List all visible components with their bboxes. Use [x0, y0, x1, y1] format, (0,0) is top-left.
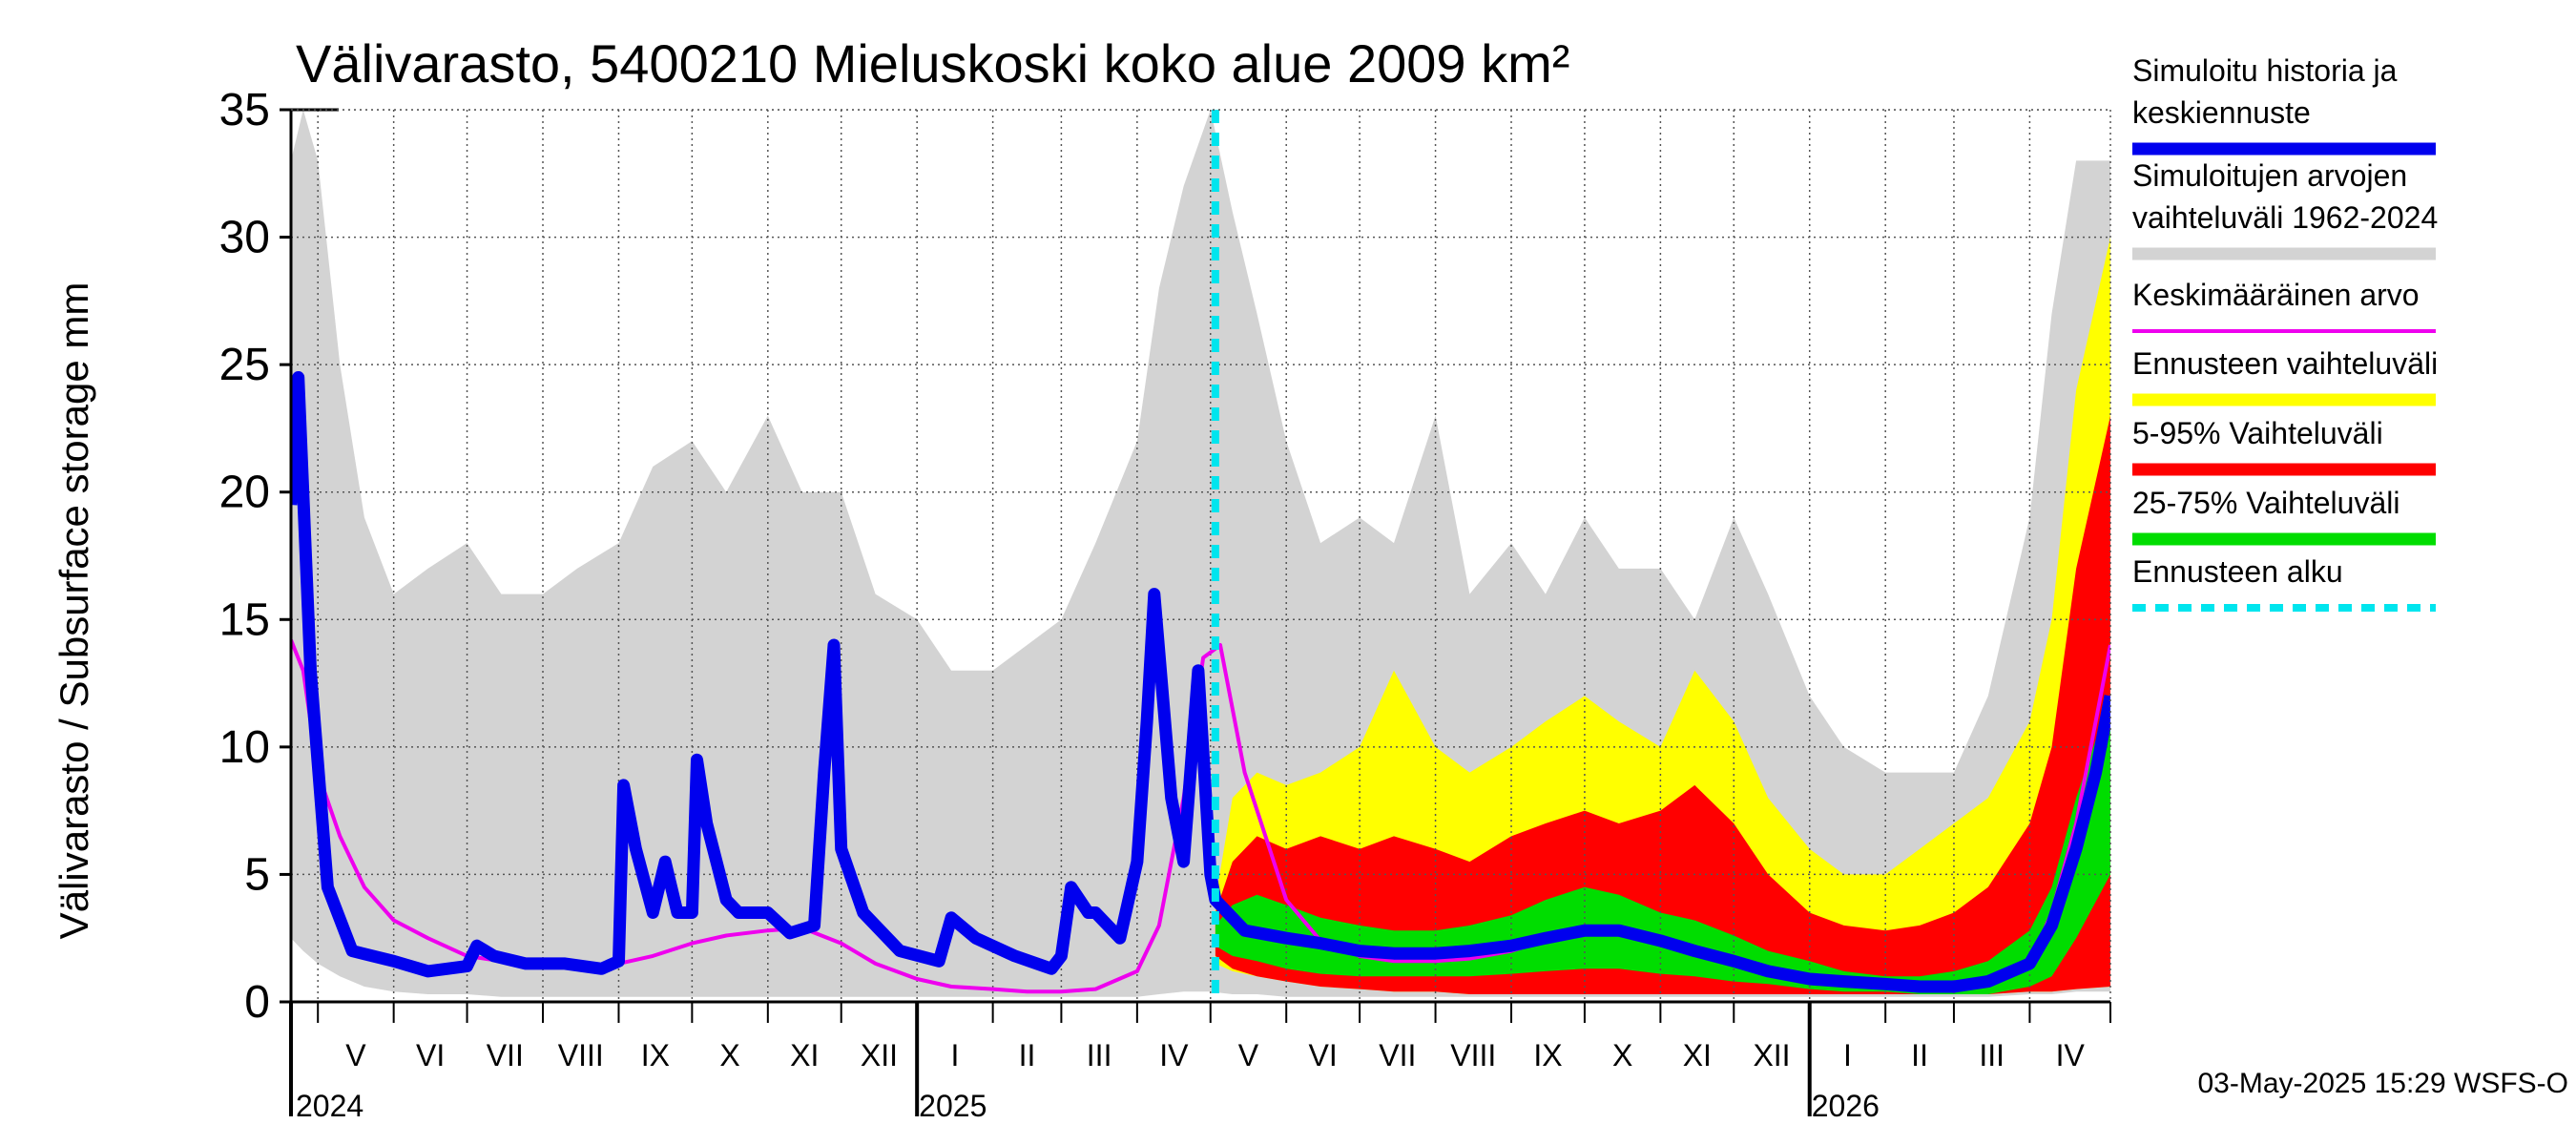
month-label: II	[1019, 1038, 1036, 1072]
month-label: V	[1238, 1038, 1259, 1072]
y-tick-label: 25	[219, 340, 270, 390]
y-tick-label: 0	[244, 977, 270, 1028]
month-label: I	[1843, 1038, 1852, 1072]
month-label: IX	[641, 1038, 670, 1072]
y-tick-label: 5	[244, 849, 270, 900]
month-label: VIII	[1450, 1038, 1496, 1072]
month-label: XI	[790, 1038, 819, 1072]
plot-series-group	[291, 110, 2110, 1002]
month-label: I	[950, 1038, 959, 1072]
month-label: X	[1612, 1038, 1632, 1072]
y-tick-label: 20	[219, 468, 270, 518]
month-label: V	[345, 1038, 366, 1072]
year-label: 2025	[919, 1089, 987, 1123]
month-label: IV	[1159, 1038, 1189, 1072]
month-label: IX	[1533, 1038, 1562, 1072]
plot-area	[291, 110, 2110, 1002]
y-tick-label: 30	[219, 213, 270, 263]
band-1	[1215, 237, 2110, 995]
chart-title: Välivarasto, 5400210 Mieluskoski koko al…	[296, 33, 1569, 94]
month-label: XII	[861, 1038, 898, 1072]
month-label: IV	[2056, 1038, 2086, 1072]
band-0	[291, 110, 2110, 997]
month-label: XI	[1683, 1038, 1712, 1072]
month-label: XII	[1753, 1038, 1790, 1072]
month-label: VII	[1379, 1038, 1416, 1072]
legend-label: 25-75% Vaihteluväli	[2132, 486, 2399, 520]
legend-label: Ennusteen vaihteluväli	[2132, 346, 2438, 381]
legend-label: keskiennuste	[2132, 95, 2311, 130]
legend-label: Ennusteen alku	[2132, 554, 2343, 589]
month-label: VIII	[558, 1038, 604, 1072]
legend: Simuloitu historia ja keskiennuste Simuloi…	[2132, 53, 2438, 612]
legend-label: Keskimääräinen arvo	[2132, 278, 2420, 312]
year-label: 2026	[1812, 1089, 1880, 1123]
month-label: VII	[487, 1038, 524, 1072]
month-label: X	[719, 1038, 739, 1072]
month-label: III	[1979, 1038, 2005, 1072]
month-label: VI	[1309, 1038, 1338, 1072]
y-tick-label: 10	[219, 722, 270, 773]
legend-label: vaihteluväli 1962-2024	[2132, 200, 2438, 235]
y-axis-label: Välivarasto / Subsurface storage mm	[52, 282, 96, 940]
legend-label: 5-95% Vaihteluväli	[2132, 416, 2383, 450]
legend-label: Simuloitu historia ja	[2132, 53, 2398, 88]
timestamp-footer: 03-May-2025 15:29 WSFS-O	[2198, 1068, 2569, 1099]
y-tick-label: 15	[219, 594, 270, 645]
month-label: III	[1087, 1038, 1112, 1072]
legend-label: Simuloitujen arvojen	[2132, 158, 2407, 193]
line-series-1	[291, 371, 2110, 993]
year-label: 2024	[296, 1089, 364, 1123]
month-label: II	[1911, 1038, 1928, 1072]
month-label: VI	[416, 1038, 445, 1072]
y-tick-label: 35	[219, 85, 270, 135]
